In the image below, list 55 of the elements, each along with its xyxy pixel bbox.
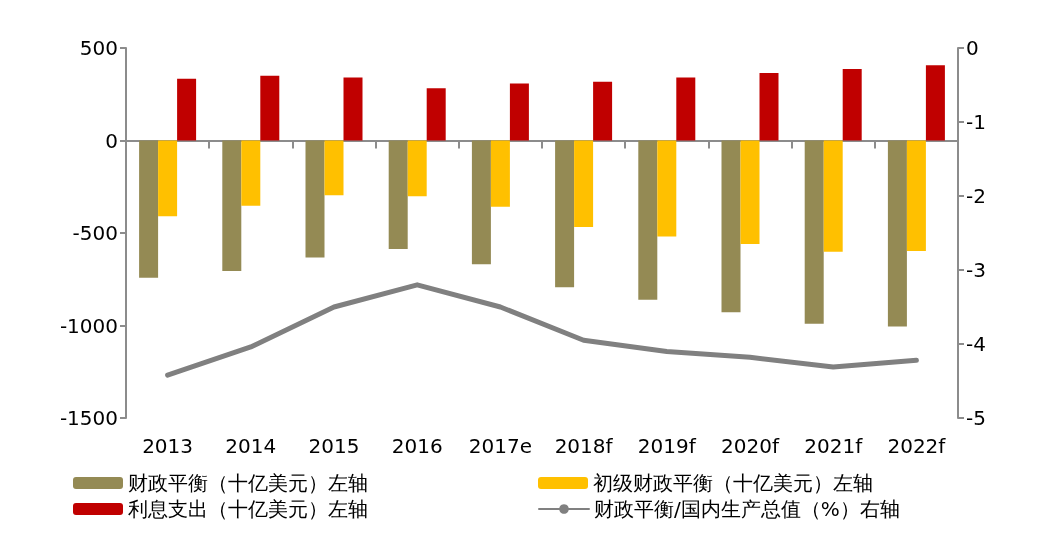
y2-tick-label: -1 (966, 110, 986, 134)
legend-label: 财政平衡/国内生产总值（%）右轴 (594, 497, 900, 521)
bar (471, 140, 491, 265)
y2-tick-label: -4 (966, 332, 986, 356)
bar (925, 65, 945, 141)
bar (574, 140, 594, 227)
bar (343, 77, 363, 141)
bar (593, 81, 613, 141)
x-tick-label: 2018f (554, 434, 614, 458)
bar (407, 140, 427, 197)
x-tick-label: 2017e (468, 434, 532, 458)
legend-label: 财政平衡（十亿美元）左轴 (128, 471, 368, 495)
bar (139, 140, 159, 278)
bar (555, 140, 575, 288)
bar (759, 72, 779, 141)
bar (740, 140, 760, 245)
y-tick-label: 0 (105, 128, 118, 153)
legend-label: 初级财政平衡（十亿美元）左轴 (593, 471, 873, 495)
x-tick-label: 2015 (308, 434, 360, 458)
bar (676, 77, 696, 141)
bar (490, 140, 510, 207)
x-tick-label: 2022f (887, 434, 947, 458)
y-tick-label: -500 (72, 221, 118, 245)
y2-tick-label: -2 (966, 184, 986, 208)
bar (158, 140, 178, 217)
y2-tick-label: 0 (966, 36, 979, 60)
legend-label: 利息支出（十亿美元）左轴 (128, 497, 368, 521)
bar (260, 75, 280, 141)
bar (177, 78, 197, 141)
y-tick-label: -1000 (59, 313, 118, 338)
x-tick-label: 2019f (637, 434, 697, 458)
bar (426, 88, 446, 141)
bar (305, 140, 325, 258)
y2-tick-label: -5 (966, 406, 986, 430)
bar (906, 140, 926, 251)
bar (887, 140, 907, 327)
bar (823, 140, 843, 252)
y-tick-label: 500 (79, 36, 118, 60)
x-tick-label: 2016 (391, 434, 443, 458)
bar (222, 140, 242, 271)
bar (241, 140, 261, 206)
bar (324, 140, 344, 196)
y2-tick-label: -3 (966, 258, 986, 282)
bar (804, 140, 824, 324)
x-tick-label: 2013 (142, 434, 194, 458)
bar (638, 140, 658, 300)
x-tick-label: 2014 (225, 434, 277, 458)
bar (509, 83, 529, 141)
bar (388, 140, 408, 249)
x-tick-label: 2021f (804, 434, 864, 458)
y-tick-label: -1500 (59, 406, 118, 430)
bar (721, 140, 741, 313)
x-tick-label: 2020f (721, 434, 780, 458)
bar (842, 69, 862, 141)
bar (657, 140, 677, 237)
